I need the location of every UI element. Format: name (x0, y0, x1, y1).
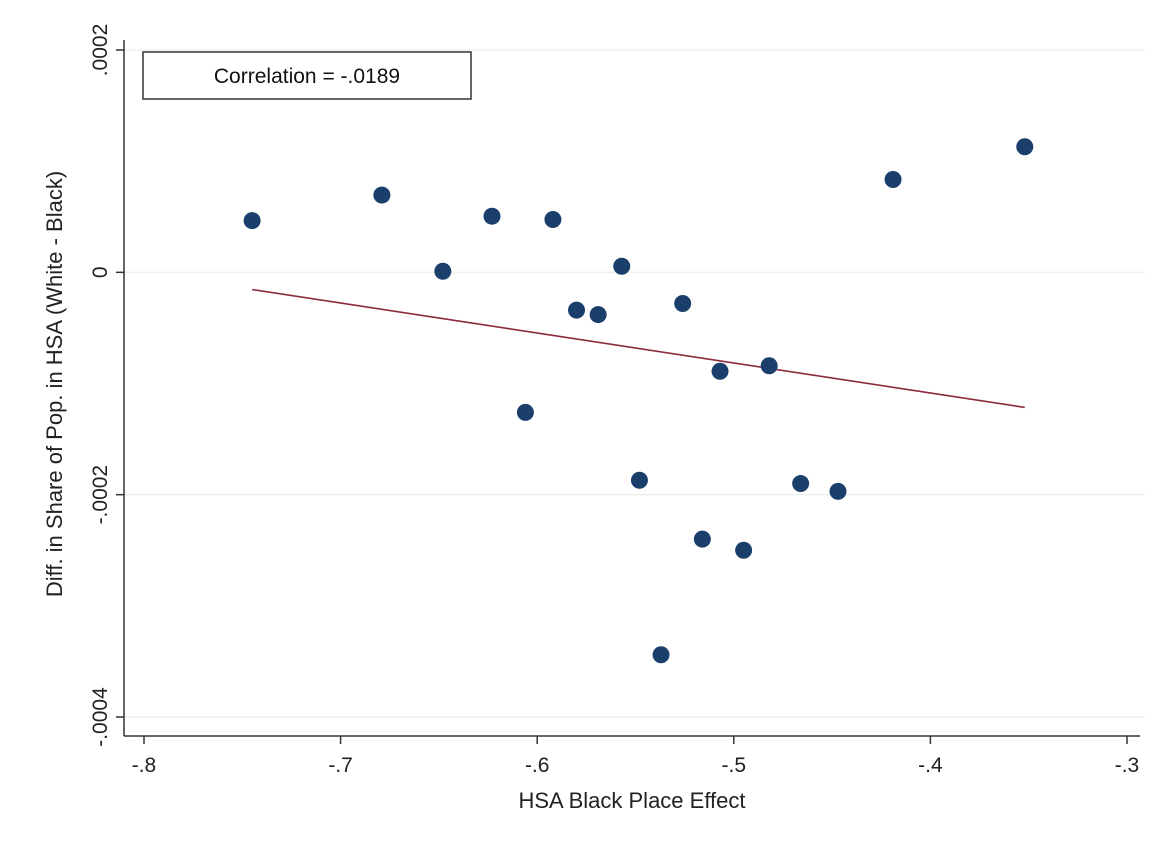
x-tick-label: -.8 (132, 754, 157, 777)
x-tick-label: -.5 (722, 754, 747, 777)
scatter-point (243, 212, 261, 230)
scatter-point (829, 482, 847, 500)
scatter-point (1016, 138, 1034, 156)
y-tick-label: .0002 (89, 24, 112, 77)
scatter-point (483, 207, 501, 225)
fit-line-layer (252, 288, 1025, 409)
scatter-point (373, 186, 391, 204)
scatter-point (711, 362, 729, 380)
scatter-point (630, 471, 648, 489)
axes: -.0004 -.0002 0 .0002 -.8 -.7 -.6 -.5 -.4 -.3 (89, 24, 1140, 777)
x-tick-label: -.4 (918, 754, 943, 777)
scatter-point (652, 646, 670, 664)
gridlines (124, 49, 1145, 718)
correlation-box-frame (142, 51, 472, 100)
scatter-point (884, 171, 902, 189)
x-tick-label: -.3 (1115, 754, 1140, 777)
scatter-point (792, 475, 810, 493)
correlation-annotation: Correlation = -.0189 (214, 65, 400, 88)
scatter-point (735, 541, 753, 559)
scatter-point (544, 211, 562, 229)
y-tick-label: -.0004 (89, 687, 112, 747)
fit-line (252, 288, 1025, 409)
y-tick-label: -.0002 (89, 465, 112, 525)
x-tick-label: -.6 (525, 754, 550, 777)
scatter-point (516, 403, 534, 421)
y-axis-title: Diff. in Share of Pop. in HSA (White - B… (42, 171, 67, 597)
x-axis-title: HSA Black Place Effect (518, 788, 745, 813)
scatter-point (674, 294, 692, 312)
scatter-point (568, 301, 586, 319)
x-tick-label: -.7 (328, 754, 353, 777)
scatter-point (613, 257, 631, 275)
correlation-box: Correlation = -.0189 (142, 51, 472, 100)
scatter-points (243, 138, 1034, 664)
scatter-point (760, 357, 778, 375)
scatter-point (589, 306, 607, 324)
y-tick-label: 0 (89, 266, 112, 278)
scatter-point (693, 530, 711, 548)
scatter-point (434, 262, 452, 280)
